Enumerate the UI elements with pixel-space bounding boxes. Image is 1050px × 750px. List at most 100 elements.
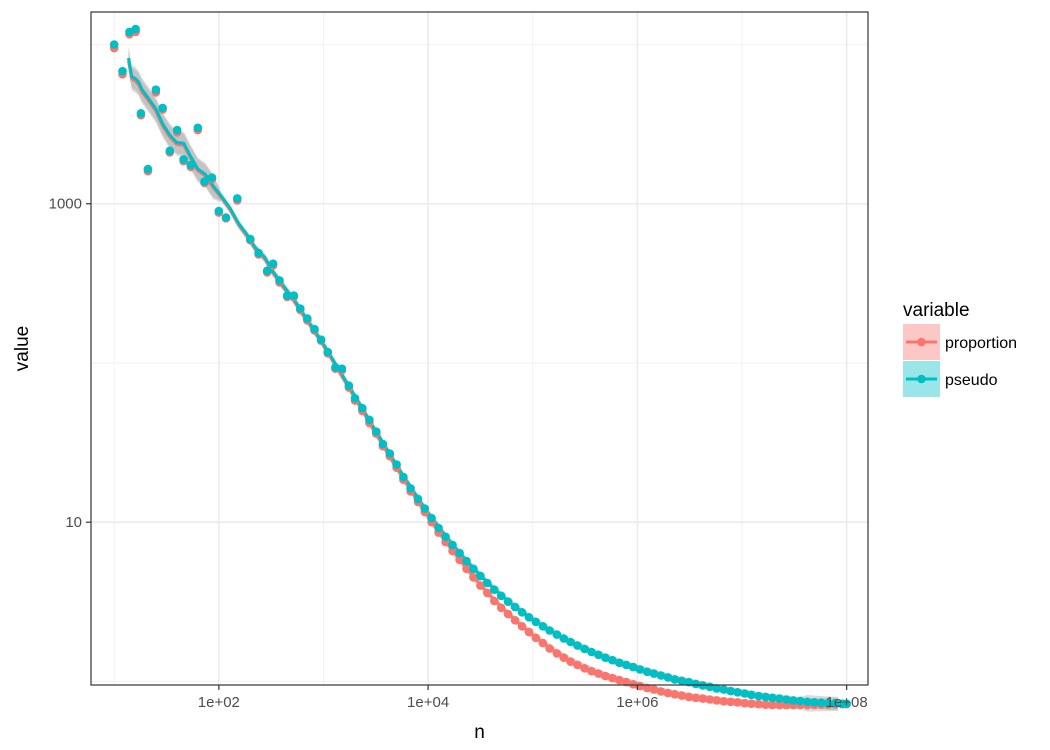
data-point-pseudo [331, 363, 340, 372]
data-point-proportion [775, 700, 784, 710]
data-point-pseudo [789, 696, 798, 705]
data-point-pseudo [448, 540, 457, 550]
data-point-pseudo [186, 160, 196, 170]
data-point-pseudo [842, 699, 851, 708]
data-point-pseudo [622, 660, 631, 670]
data-point-pseudo [316, 335, 326, 345]
data-point-pseudo [601, 653, 610, 662]
data-point-proportion [747, 699, 756, 708]
data-point-pseudo [399, 472, 408, 482]
data-points [109, 24, 851, 710]
data-point-pseudo [462, 556, 471, 566]
data-point-pseudo [358, 403, 367, 413]
legend: variable proportion pseudo [903, 300, 1017, 397]
data-point-pseudo [303, 314, 312, 323]
data-point-pseudo [275, 276, 284, 285]
data-point-proportion [712, 696, 721, 705]
data-point-pseudo [677, 676, 687, 686]
data-point-pseudo [483, 578, 492, 588]
data-point-pseudo [350, 394, 360, 403]
data-point-proportion [545, 644, 554, 653]
data-point-pseudo [580, 644, 589, 654]
data-point-pseudo [372, 427, 381, 437]
data-point-proportion [594, 669, 603, 678]
data-point-pseudo [531, 617, 541, 627]
data-point-pseudo [552, 630, 562, 639]
data-point-proportion [622, 677, 631, 687]
data-point-proportion [649, 685, 659, 694]
data-point-pseudo [214, 206, 224, 216]
legend-title: variable [903, 300, 970, 321]
data-point-pseudo [427, 513, 436, 523]
data-point-proportion [503, 609, 513, 619]
data-point-pseudo [684, 677, 694, 687]
x-axis-ticks: 1e+02 1e+04 1e+06 1e+08 [198, 685, 868, 711]
data-point-proportion [705, 695, 715, 704]
data-point-proportion [559, 653, 569, 662]
data-point-pseudo [455, 548, 464, 558]
data-point-proportion [628, 680, 638, 689]
data-point-pseudo [803, 697, 812, 707]
data-point-pseudo [282, 291, 292, 300]
data-point-pseudo [503, 597, 513, 606]
data-point-proportion [656, 687, 666, 696]
data-point-proportion [490, 596, 499, 606]
data-point-pseudo [165, 146, 175, 156]
data-point-pseudo [193, 123, 203, 133]
data-point-proportion [510, 616, 520, 625]
data-point-proportion [517, 622, 527, 631]
data-point-pseudo [510, 602, 520, 612]
data-point-pseudo [768, 693, 777, 703]
data-point-pseudo [649, 669, 659, 678]
data-point-pseudo [200, 177, 209, 186]
data-point-proportion [462, 564, 471, 574]
data-point-pseudo [131, 24, 140, 34]
data-point-pseudo [559, 634, 569, 643]
data-point-proportion [684, 692, 694, 702]
data-point-pseudo [796, 696, 805, 706]
legend-label-proportion: proportion [945, 335, 1017, 352]
y-axis-title: value [12, 326, 33, 371]
data-point-pseudo [344, 381, 354, 391]
data-point-proportion [587, 666, 596, 676]
data-point-pseudo [118, 66, 127, 76]
data-point-pseudo [476, 571, 485, 581]
data-point-proportion [580, 664, 589, 673]
data-point-pseudo [296, 304, 305, 313]
data-point-pseudo [365, 415, 374, 425]
data-point-pseudo [385, 449, 395, 458]
data-point-pseudo [151, 85, 161, 94]
data-point-pseudo [642, 667, 652, 677]
data-point-pseudo [420, 504, 430, 513]
data-point-pseudo [566, 637, 575, 647]
data-point-pseudo [761, 692, 770, 702]
legend-key-point-pseudo [917, 374, 926, 384]
y-tick-label: 10 [65, 514, 82, 531]
data-point-proportion [677, 691, 687, 700]
data-point-pseudo [158, 103, 167, 113]
data-point-pseudo [663, 673, 673, 682]
data-point-pseudo [635, 665, 645, 674]
data-point-proportion [552, 649, 562, 658]
data-point-pseudo [823, 698, 833, 708]
data-point-pseudo [221, 213, 231, 222]
data-point-pseudo [323, 347, 333, 357]
data-point-pseudo [136, 109, 146, 118]
data-point-pseudo [254, 248, 263, 258]
data-point-proportion [469, 573, 478, 582]
y-tick-label: 1000 [49, 196, 82, 213]
data-point-pseudo [733, 688, 742, 697]
legend-entries: proportion pseudo [903, 324, 1017, 397]
data-point-pseudo [656, 671, 666, 680]
data-point-pseudo [246, 234, 255, 244]
x-axis-title: n [474, 722, 485, 743]
data-point-pseudo [262, 266, 272, 276]
data-point-pseudo [615, 658, 624, 668]
data-point-pseudo [207, 173, 217, 182]
data-point-pseudo [109, 40, 119, 49]
data-point-pseudo [441, 532, 450, 542]
data-point-pseudo [608, 655, 617, 665]
x-tick-label: 1e+08 [826, 694, 868, 711]
data-point-pseudo [670, 675, 680, 684]
data-point-proportion [531, 633, 541, 643]
